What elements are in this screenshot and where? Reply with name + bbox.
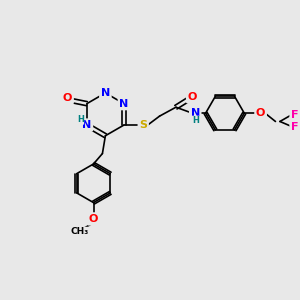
Text: N: N xyxy=(82,120,92,130)
Text: N: N xyxy=(190,108,200,118)
Text: O: O xyxy=(188,92,197,102)
Text: F: F xyxy=(291,110,298,120)
Text: O: O xyxy=(63,93,72,103)
Text: H: H xyxy=(77,115,84,124)
Text: N: N xyxy=(119,99,128,109)
Text: O: O xyxy=(89,214,98,224)
Text: O: O xyxy=(256,108,265,118)
Text: H: H xyxy=(192,116,199,125)
Text: N: N xyxy=(101,88,110,98)
Text: F: F xyxy=(291,122,298,132)
Text: CH₃: CH₃ xyxy=(70,227,88,236)
Text: S: S xyxy=(139,120,147,130)
